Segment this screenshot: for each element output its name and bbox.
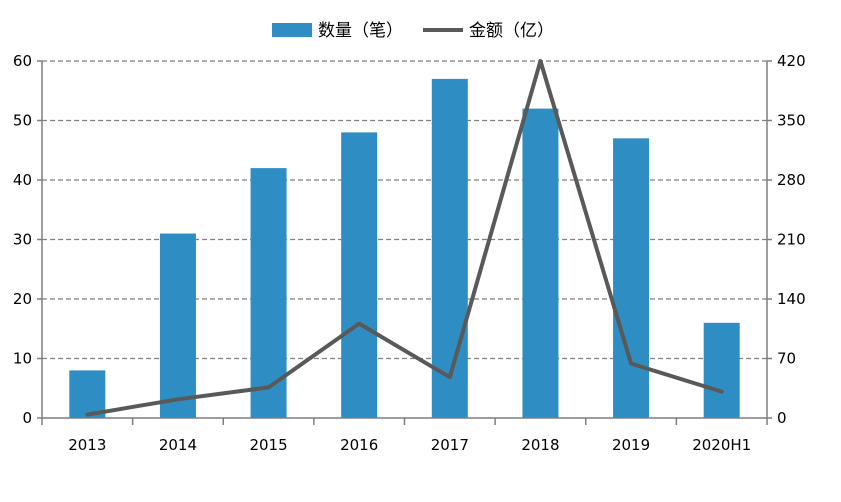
line-series <box>85 59 724 417</box>
bar-2020H1 <box>703 322 740 418</box>
bar-2019 <box>613 138 650 418</box>
bar-2016 <box>341 132 378 418</box>
x-tick-label: 2015 <box>249 436 287 454</box>
x-tick-label: 2016 <box>340 436 378 454</box>
right-axis-ticks: 0 70 140 210 280 350 420 <box>777 52 806 427</box>
legend-label-bar: 数量（笔） <box>318 21 403 41</box>
legend-label-line: 金额（亿） <box>469 21 554 41</box>
x-axis-ticks: 2013 2014 2015 2016 2017 2018 2019 2020H1 <box>68 436 751 454</box>
left-tick-label: 60 <box>13 52 32 70</box>
x-tick-label: 2013 <box>68 436 106 454</box>
right-tick-label: 350 <box>777 112 806 130</box>
x-tick-label: 2019 <box>612 436 650 454</box>
left-tick-label: 20 <box>13 290 32 308</box>
x-tick-label: 2020H1 <box>692 436 751 454</box>
gridlines <box>42 60 767 360</box>
bar-2018 <box>522 108 559 418</box>
bar-2017 <box>431 78 468 418</box>
left-tick-label: 30 <box>13 231 32 249</box>
bar-2014 <box>159 233 196 418</box>
axes <box>37 60 772 425</box>
legend: 数量（笔） 金额（亿） <box>272 21 554 41</box>
right-tick-label: 70 <box>777 350 796 368</box>
left-tick-label: 40 <box>13 171 32 189</box>
bar-2013 <box>69 370 106 418</box>
x-tick-label: 2018 <box>521 436 559 454</box>
line-path <box>85 59 724 417</box>
left-tick-label: 10 <box>13 350 32 368</box>
right-tick-label: 420 <box>777 52 806 70</box>
bar-series <box>69 78 740 418</box>
x-tick-label: 2014 <box>159 436 197 454</box>
right-tick-label: 0 <box>777 409 787 427</box>
legend-swatch-bar <box>272 23 312 37</box>
left-axis-ticks: 0 10 20 30 40 50 60 <box>13 52 32 427</box>
left-tick-label: 0 <box>22 409 32 427</box>
left-tick-label: 50 <box>13 112 32 130</box>
right-tick-label: 280 <box>777 171 806 189</box>
right-tick-label: 210 <box>777 231 806 249</box>
bar-2015 <box>250 168 287 418</box>
x-tick-label: 2017 <box>431 436 469 454</box>
right-tick-label: 140 <box>777 290 806 308</box>
